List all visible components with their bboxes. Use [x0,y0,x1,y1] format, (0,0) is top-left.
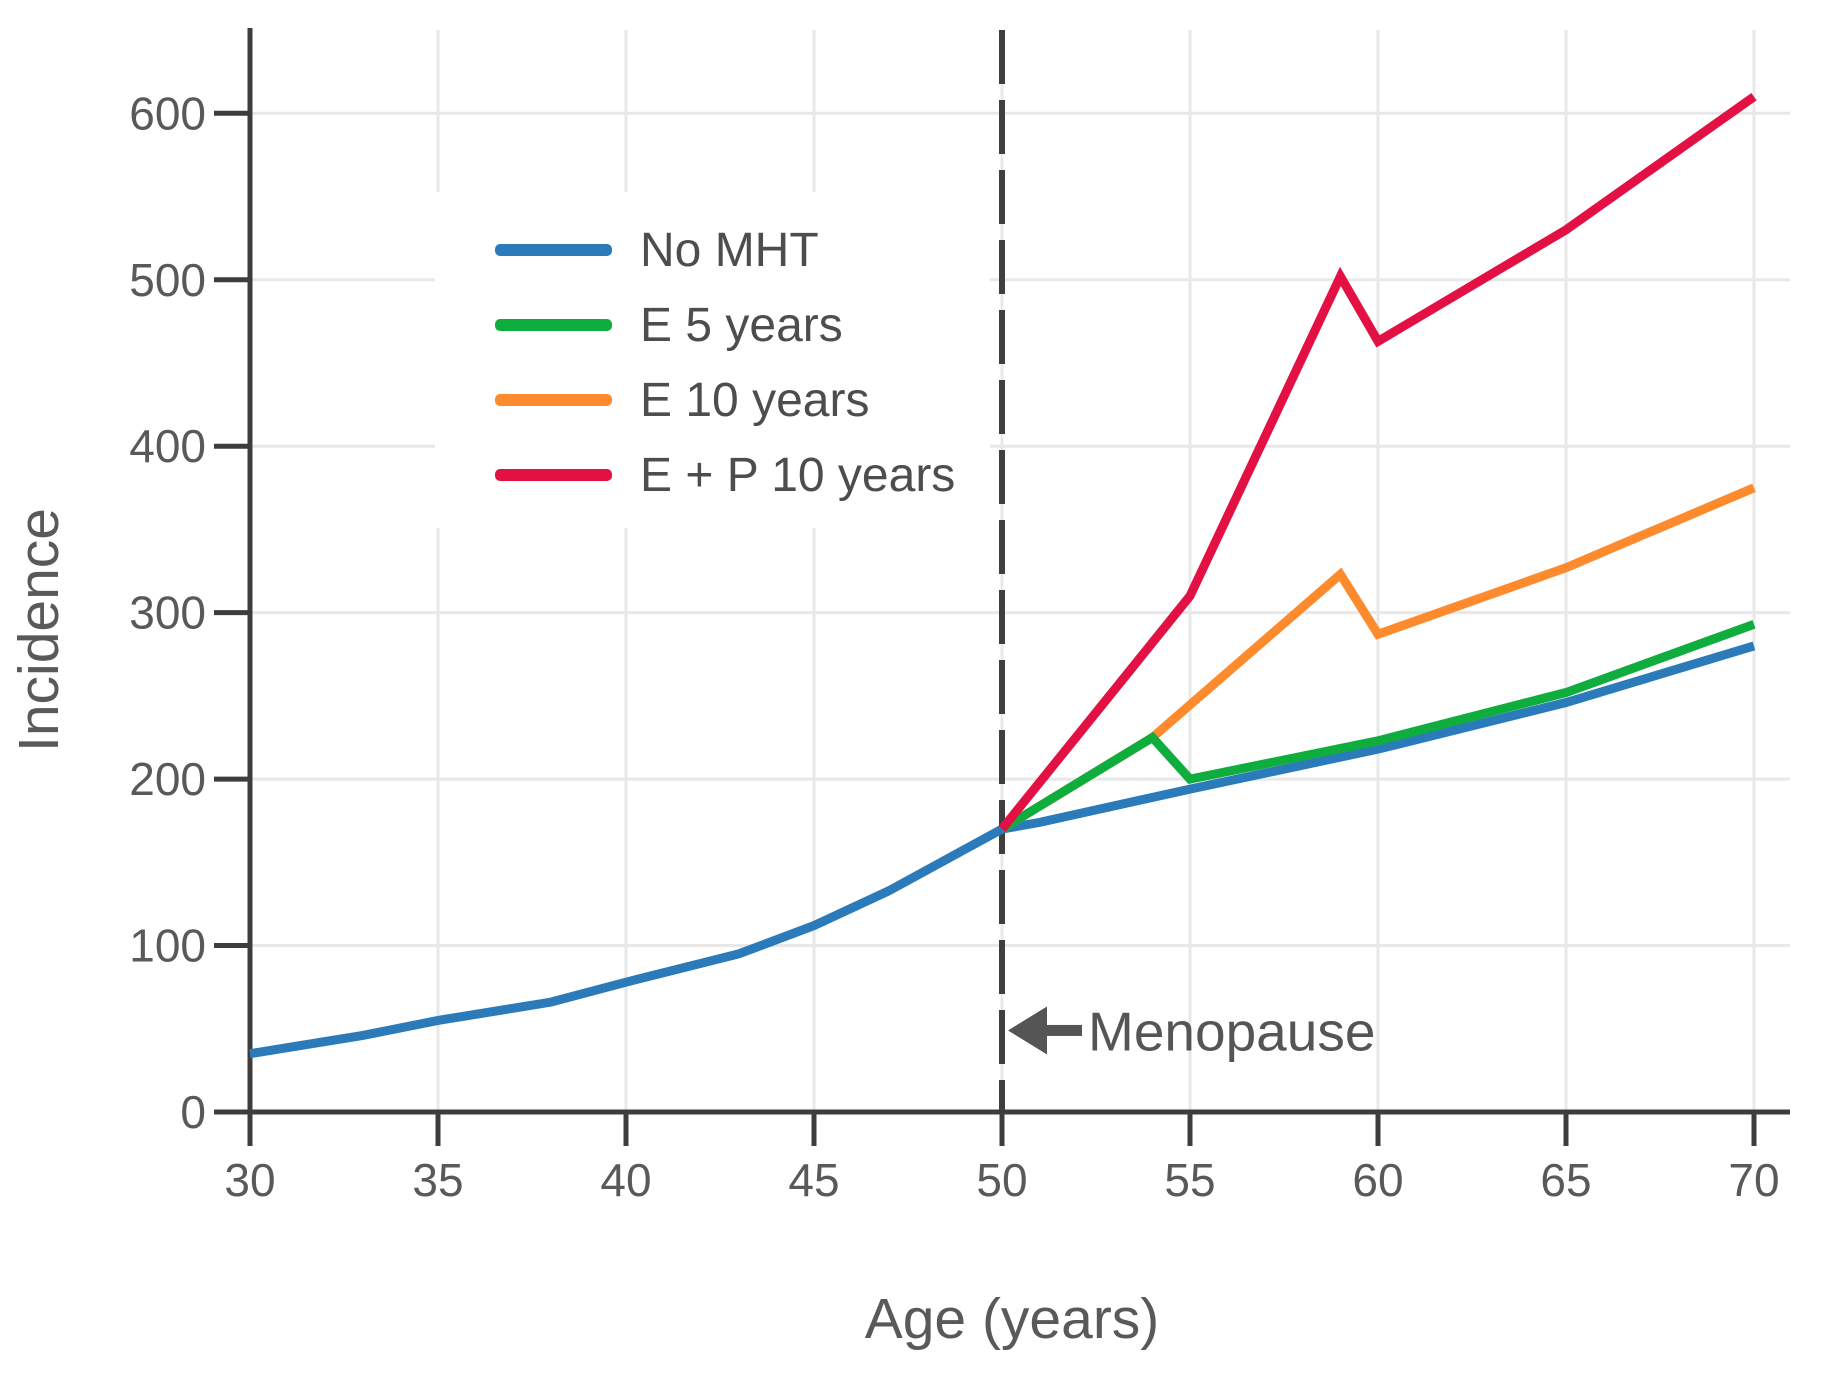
x-tick-label-55: 55 [1164,1154,1215,1206]
legend-swatch-e-5-years [495,319,612,331]
x-tick-label-50: 50 [976,1154,1027,1206]
y-axis-title: Incidence [7,508,71,752]
data-series [249,92,1757,1059]
y-tick-label-500: 500 [129,254,206,306]
legend-swatch-no-mht [495,244,612,256]
y-tick-label-200: 200 [129,753,206,805]
y-tick-label-0: 0 [180,1086,206,1138]
menopause-annotation: Menopause [1008,1000,1375,1062]
legend-label-no-mht: No MHT [640,224,819,277]
legend-swatch-e-p-10-years [495,469,612,481]
x-tick-label-45: 45 [788,1154,839,1206]
x-tick-label-60: 60 [1352,1154,1403,1206]
y-tick-label-400: 400 [129,420,206,472]
legend-label-e-5-years: E 5 years [640,299,843,352]
y-tick-label-100: 100 [129,920,206,972]
menopause-arrow-head [1008,1006,1047,1055]
series-line-no-mht [249,641,1756,1059]
legend: No MHT E 5 years E 10 years E + P 10 years [435,192,990,528]
menopause-label: Menopause [1088,1000,1375,1062]
series-line-e-p-10-years [998,92,1757,832]
y-tick-label-600: 600 [129,87,206,139]
legend-label-e-10-years: E 10 years [640,374,869,427]
axes [214,28,1790,1146]
x-tick-label-65: 65 [1540,1154,1591,1206]
x-axis-title: Age (years) [865,1287,1160,1351]
x-tick-label-70: 70 [1728,1154,1779,1206]
legend-swatch-e-10-years [495,394,612,406]
x-tick-label-35: 35 [412,1154,463,1206]
menopause-arrow-shaft [1042,1024,1082,1036]
legend-label-e-p-10-years: E + P 10 years [640,449,955,502]
x-tick-label-30: 30 [224,1154,275,1206]
y-tick-label-300: 300 [129,587,206,639]
tick-labels: 30 35 40 45 50 55 60 65 70 0 100 200 300 400 500 600 [129,87,1779,1206]
x-tick-label-40: 40 [600,1154,651,1206]
series-line-e-5-years [999,620,1756,833]
